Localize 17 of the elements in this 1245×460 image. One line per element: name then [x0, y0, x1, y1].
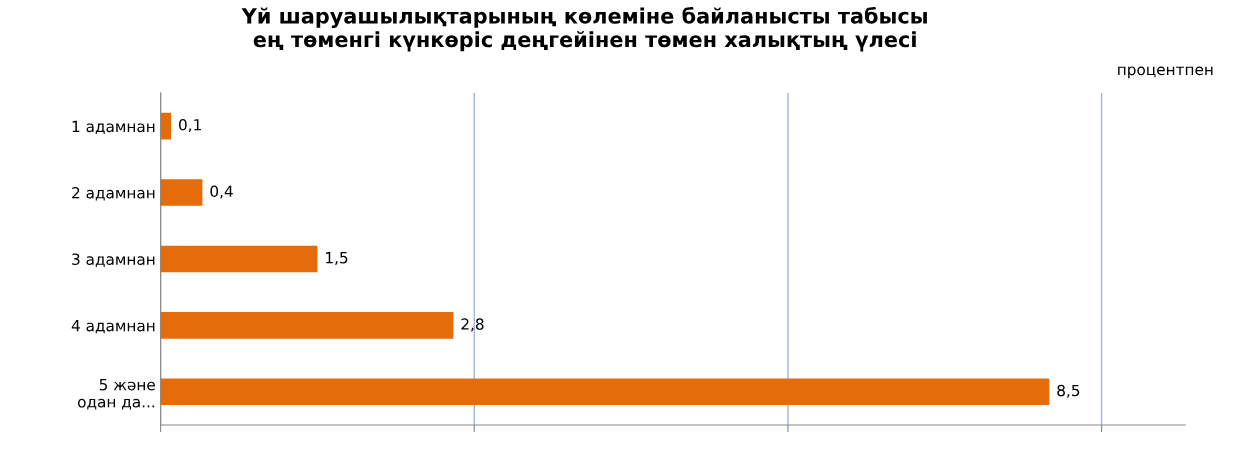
y-tick-label: 3 адамнан — [72, 253, 155, 267]
y-tick-label: 4 адамнан — [71, 320, 155, 334]
y-tick-label: 1 адамнан — [72, 120, 155, 135]
bar — [160, 179, 203, 206]
data-label: 0,1 — [179, 119, 201, 133]
chart-title: Үй шаруашылықтарының көлеміне байланысты табысы ең төменгі күнкөріс деңгейінен төмен халықтың үлесі — [241, 6, 927, 52]
bar — [160, 312, 454, 339]
bar — [160, 112, 172, 140]
data-label: 1,5 — [326, 252, 348, 265]
data-label: 0,4 — [210, 185, 233, 199]
text: процентпен — [1118, 66, 1213, 79]
data-label: 2,8 — [461, 318, 484, 332]
data-label: 8,5 — [1057, 384, 1080, 398]
bar — [160, 245, 318, 273]
bar — [160, 378, 1050, 406]
y-tick-label: 2 адамнан — [72, 187, 155, 201]
y-tick-label: 5 және одан да... — [77, 379, 155, 410]
